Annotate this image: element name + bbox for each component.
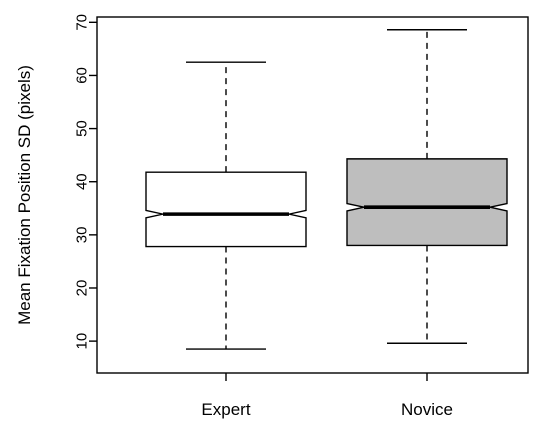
- x-tick-label: Novice: [401, 400, 453, 419]
- boxes: [145, 29, 508, 350]
- y-tick-label: 10: [73, 333, 90, 350]
- y-tick-label: 50: [73, 120, 90, 137]
- notched-box: [145, 171, 307, 248]
- y-tick-label: 40: [73, 173, 90, 190]
- box-expert: [145, 61, 307, 350]
- box-novice: [346, 29, 508, 344]
- y-tick-label: 20: [73, 280, 90, 297]
- y-tick-label: 30: [73, 227, 90, 244]
- y-tick-label: 60: [73, 67, 90, 84]
- y-tick-label: 70: [73, 14, 90, 31]
- plot-frame: [96, 16, 529, 374]
- y-axis: 10 20 30 40 50 60 70: [73, 14, 97, 349]
- x-axis: Expert Novice: [201, 373, 453, 419]
- notched-box: [346, 158, 508, 247]
- x-tick-label: Expert: [201, 400, 250, 419]
- y-axis-label: Mean Fixation Position SD (pixels): [15, 65, 34, 325]
